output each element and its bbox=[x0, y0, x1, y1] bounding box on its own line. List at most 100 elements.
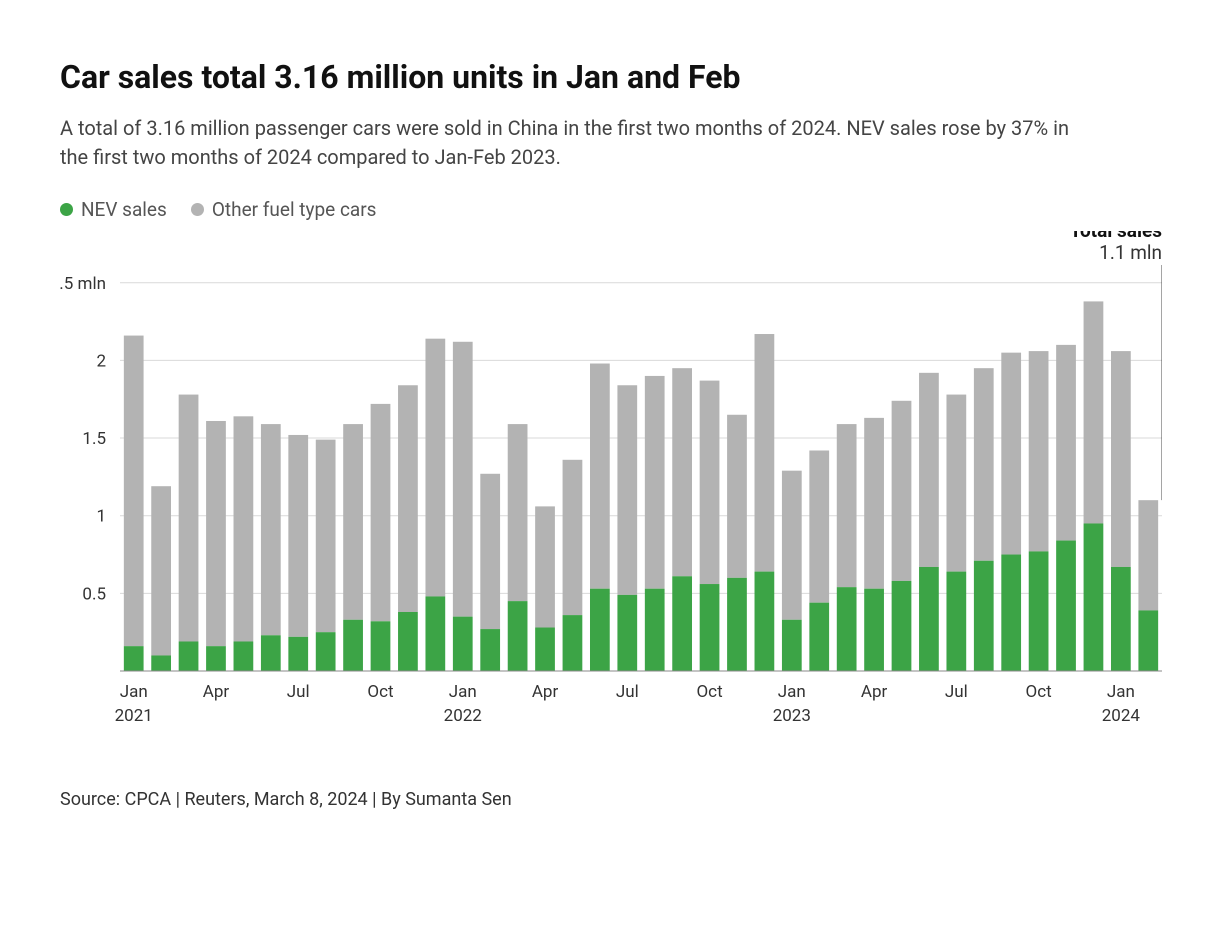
bar-nev bbox=[755, 572, 775, 671]
legend-item-other: Other fuel type cars bbox=[191, 198, 377, 221]
bar-other bbox=[343, 424, 363, 620]
bar-nev bbox=[700, 584, 720, 671]
bar-other bbox=[645, 376, 665, 589]
svg-text:Oct: Oct bbox=[1026, 682, 1052, 702]
bar-nev bbox=[727, 578, 747, 671]
bar-nev bbox=[946, 572, 966, 671]
bar-other bbox=[1111, 351, 1131, 567]
bar-nev bbox=[1138, 611, 1158, 672]
chart-area: 0.5 1 1.5 2 2.5 mln Jan 2021 Apr Jul Oct Jan 2022 Ap… bbox=[60, 231, 1162, 751]
bar-other bbox=[508, 424, 528, 601]
bar-nev bbox=[343, 620, 363, 671]
bar-other bbox=[782, 471, 802, 620]
chart-subtitle: A total of 3.16 million passenger cars w… bbox=[60, 114, 1090, 172]
bar-other bbox=[590, 364, 610, 589]
bar-nev bbox=[563, 615, 583, 671]
bar-other bbox=[1138, 501, 1158, 611]
svg-text:2024: 2024 bbox=[1102, 706, 1141, 726]
svg-text:Apr: Apr bbox=[861, 682, 888, 702]
bar-nev bbox=[480, 629, 500, 671]
bar-other bbox=[535, 507, 555, 628]
svg-text:Jan: Jan bbox=[120, 682, 148, 702]
bar-nev bbox=[974, 561, 994, 671]
bar-other bbox=[261, 424, 281, 635]
svg-text:Oct: Oct bbox=[367, 682, 393, 702]
bar-nev bbox=[508, 602, 528, 672]
bar-nev bbox=[590, 589, 610, 671]
bar-other bbox=[371, 404, 391, 621]
svg-text:Apr: Apr bbox=[532, 682, 559, 702]
svg-text:2: 2 bbox=[96, 352, 106, 372]
source-line: Source: CPCA | Reuters, March 8, 2024 | … bbox=[60, 789, 1162, 810]
svg-text:Oct: Oct bbox=[696, 682, 722, 702]
svg-text:2022: 2022 bbox=[444, 706, 482, 726]
bar-nev bbox=[782, 620, 802, 671]
legend-label-nev: NEV sales bbox=[81, 198, 167, 221]
bar-other bbox=[672, 369, 692, 577]
bar-other bbox=[837, 424, 857, 587]
svg-text:1.5: 1.5 bbox=[82, 429, 106, 449]
bar-nev bbox=[645, 589, 665, 671]
bar-nev bbox=[261, 636, 281, 672]
legend-swatch-nev bbox=[60, 203, 73, 216]
bar-nev bbox=[617, 595, 637, 671]
bar-nev bbox=[892, 581, 912, 671]
bar-other bbox=[1029, 351, 1049, 551]
bar-other bbox=[234, 417, 254, 642]
bar-nev bbox=[1111, 567, 1131, 671]
bar-other bbox=[398, 386, 418, 613]
svg-text:2.5 mln: 2.5 mln bbox=[60, 274, 106, 294]
bar-nev bbox=[1056, 541, 1076, 671]
bar-nev bbox=[288, 637, 308, 671]
bar-other bbox=[1084, 302, 1104, 524]
bar-other bbox=[617, 386, 637, 596]
bar-nev bbox=[398, 612, 418, 671]
bar-other bbox=[892, 401, 912, 581]
svg-text:Jul: Jul bbox=[616, 682, 639, 702]
bar-other bbox=[480, 474, 500, 629]
bar-nev bbox=[371, 622, 391, 672]
legend-item-nev: NEV sales bbox=[60, 198, 167, 221]
svg-text:2021: 2021 bbox=[115, 706, 153, 726]
bar-nev bbox=[837, 588, 857, 672]
bar-nev bbox=[179, 642, 199, 672]
bar-other bbox=[974, 369, 994, 562]
bar-nev bbox=[864, 589, 884, 671]
chart-title: Car sales total 3.16 million units in Ja… bbox=[60, 58, 1162, 96]
bar-nev bbox=[535, 628, 555, 671]
bar-nev bbox=[1029, 552, 1049, 672]
bar-other bbox=[206, 421, 226, 646]
bar-nev bbox=[919, 567, 939, 671]
bar-other bbox=[727, 415, 747, 578]
bar-other bbox=[946, 395, 966, 572]
bar-other bbox=[425, 339, 445, 597]
bar-nev bbox=[1001, 555, 1021, 671]
bar-other bbox=[755, 334, 775, 572]
bar-other bbox=[316, 440, 336, 633]
bar-nev bbox=[809, 603, 829, 671]
legend-swatch-other bbox=[191, 203, 204, 216]
bar-other bbox=[1056, 345, 1076, 541]
bar-nev bbox=[234, 642, 254, 672]
bar-nev bbox=[453, 617, 473, 671]
bar-nev bbox=[206, 647, 226, 672]
svg-text:2023: 2023 bbox=[773, 706, 811, 726]
bar-nev bbox=[425, 597, 445, 672]
bar-other bbox=[179, 395, 199, 642]
bar-nev bbox=[151, 656, 171, 672]
svg-text:1: 1 bbox=[96, 507, 106, 527]
bar-other bbox=[864, 418, 884, 589]
bar-other bbox=[288, 435, 308, 637]
svg-text:Jul: Jul bbox=[945, 682, 968, 702]
svg-text:Jan: Jan bbox=[778, 682, 806, 702]
svg-text:0.5: 0.5 bbox=[82, 585, 106, 605]
bar-other bbox=[563, 460, 583, 615]
bar-nev bbox=[124, 647, 144, 672]
bar-other bbox=[453, 342, 473, 617]
bar-other bbox=[919, 373, 939, 567]
legend-label-other: Other fuel type cars bbox=[212, 198, 377, 221]
legend: NEV sales Other fuel type cars bbox=[60, 198, 1162, 221]
annotation-value: 1.1 mln bbox=[1099, 241, 1162, 264]
svg-text:Jul: Jul bbox=[287, 682, 310, 702]
bar-other bbox=[124, 336, 144, 647]
